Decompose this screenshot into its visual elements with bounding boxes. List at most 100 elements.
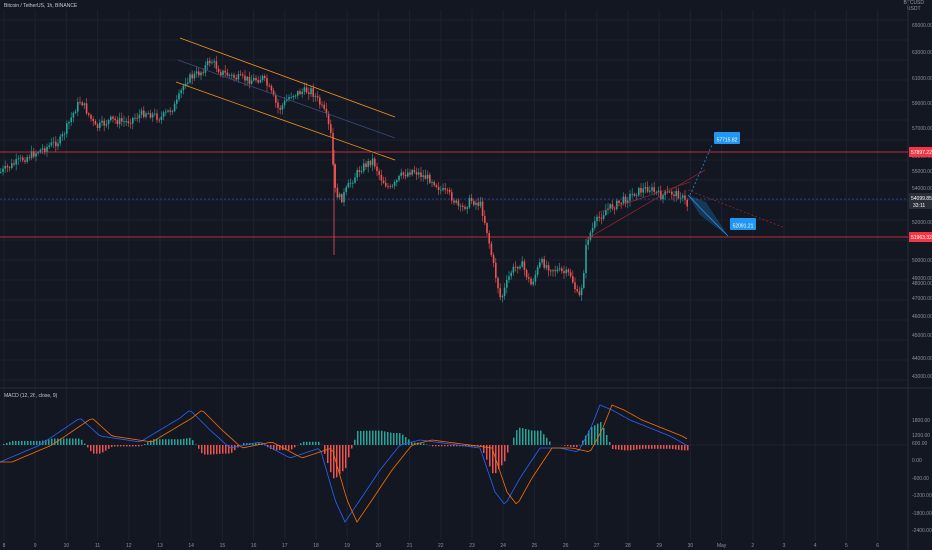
candle-body (662, 195, 664, 200)
candle-body (248, 76, 251, 84)
candle-body (686, 199, 688, 207)
candle-body (327, 113, 330, 125)
candle-body (556, 269, 559, 272)
macd-hist-bar (153, 439, 155, 445)
macd-hist-bar (567, 445, 569, 447)
macd-hist-bar (294, 445, 296, 448)
candles (0, 55, 688, 303)
macd-pane (0, 404, 908, 523)
candle-body (605, 210, 607, 216)
time-tick: 28 (625, 543, 631, 549)
candle-body (550, 270, 552, 272)
macd-hist-bar (516, 430, 518, 445)
candle-body (206, 60, 209, 66)
candle-body (259, 79, 262, 83)
candle-body (74, 111, 77, 113)
macd-tick: -2400.00 (912, 528, 932, 534)
macd-hist-bar (513, 437, 515, 445)
candle-body (341, 194, 343, 203)
macd-hist-bar (132, 445, 134, 447)
macd-hist-bar (273, 445, 275, 451)
candle-body (508, 276, 510, 280)
candle-body (532, 281, 534, 285)
candle-body (389, 186, 391, 188)
macd-hist-bar (603, 428, 605, 445)
macd-hist-bar (393, 433, 395, 445)
macd-hist-bar (543, 434, 545, 445)
macd-hist-bar (420, 442, 422, 445)
macd-hist-bar (90, 445, 92, 452)
candle-body (554, 270, 556, 272)
candle-body (497, 277, 499, 289)
candle-body (644, 187, 647, 189)
macd-hist-bar (411, 441, 413, 445)
candle-body (481, 201, 484, 216)
candle-body (413, 170, 416, 173)
candle-body (202, 72, 204, 74)
price-tick: 50000.00 (912, 258, 932, 264)
candle-body (118, 118, 121, 125)
macd-hist-bar (618, 445, 620, 450)
candle-body (536, 267, 539, 275)
macd-hist-bar (15, 440, 17, 445)
candle-body (305, 87, 308, 93)
macd-hist-bar (288, 445, 290, 451)
macd-hist-bar (201, 445, 203, 454)
candle-body (415, 172, 418, 175)
price-tick: 55000.00 (912, 169, 932, 175)
macd-hist-bar (402, 434, 404, 445)
chart-title: Bitcoin / TetherUS, 1h, BINANCE (4, 3, 78, 9)
macd-hist-bar (681, 445, 683, 451)
macd-hist-bar (105, 445, 107, 451)
candle-body (125, 121, 127, 122)
candle-body (275, 95, 277, 103)
candle-body (147, 113, 149, 114)
macd-hist-bar (57, 438, 59, 445)
macd-hist-bar (225, 445, 227, 454)
time-tick: 16 (251, 543, 257, 549)
candle-body (528, 277, 530, 279)
current-time-text: 33:11 (913, 203, 925, 209)
candle-body (283, 100, 286, 106)
macd-hist-bar (177, 439, 179, 445)
target-up-tag-box (714, 132, 740, 144)
candle-body (514, 266, 517, 268)
macd-hist-bar (588, 430, 590, 445)
macd-hist-bar (39, 440, 41, 445)
price-tick: 54000.00 (912, 186, 932, 192)
macd-hist-bar (198, 445, 200, 449)
candle-body (314, 96, 317, 98)
macd-hist-bar (207, 445, 209, 455)
macd-hist-bar (570, 445, 572, 447)
macd-hist-bar (285, 445, 287, 451)
candle-body (222, 70, 224, 76)
macd-hist-bar (6, 442, 8, 445)
time-tick: 30 (688, 543, 694, 549)
macd-hist-bar (468, 445, 470, 447)
macd-hist-bar (276, 445, 278, 451)
candle-body (545, 265, 548, 268)
candle-body (37, 152, 39, 154)
macd-hist-bar (423, 443, 425, 445)
candle-body (204, 65, 207, 73)
candle-body (580, 287, 583, 296)
macd-hist-bar (624, 445, 626, 451)
drawings: 57715.82 52091.21 (0, 37, 908, 241)
candle-body (385, 182, 387, 187)
candle-body (631, 193, 633, 195)
quote-unit: BTCUSD USDT (903, 0, 924, 12)
candle-body (622, 196, 625, 204)
macd-hist-bar (636, 445, 638, 450)
candle-body (433, 181, 435, 186)
time-tick: 10 (64, 543, 70, 549)
candle-body (356, 170, 358, 178)
candle-body (253, 77, 255, 81)
macd-hist-bar (684, 445, 686, 451)
candle-body (464, 206, 466, 209)
projection-red (687, 189, 786, 229)
candle-body (237, 74, 240, 80)
channel-upper (179, 37, 396, 118)
macd-hist-bar (648, 445, 650, 449)
macd-hist-bar (372, 430, 374, 445)
